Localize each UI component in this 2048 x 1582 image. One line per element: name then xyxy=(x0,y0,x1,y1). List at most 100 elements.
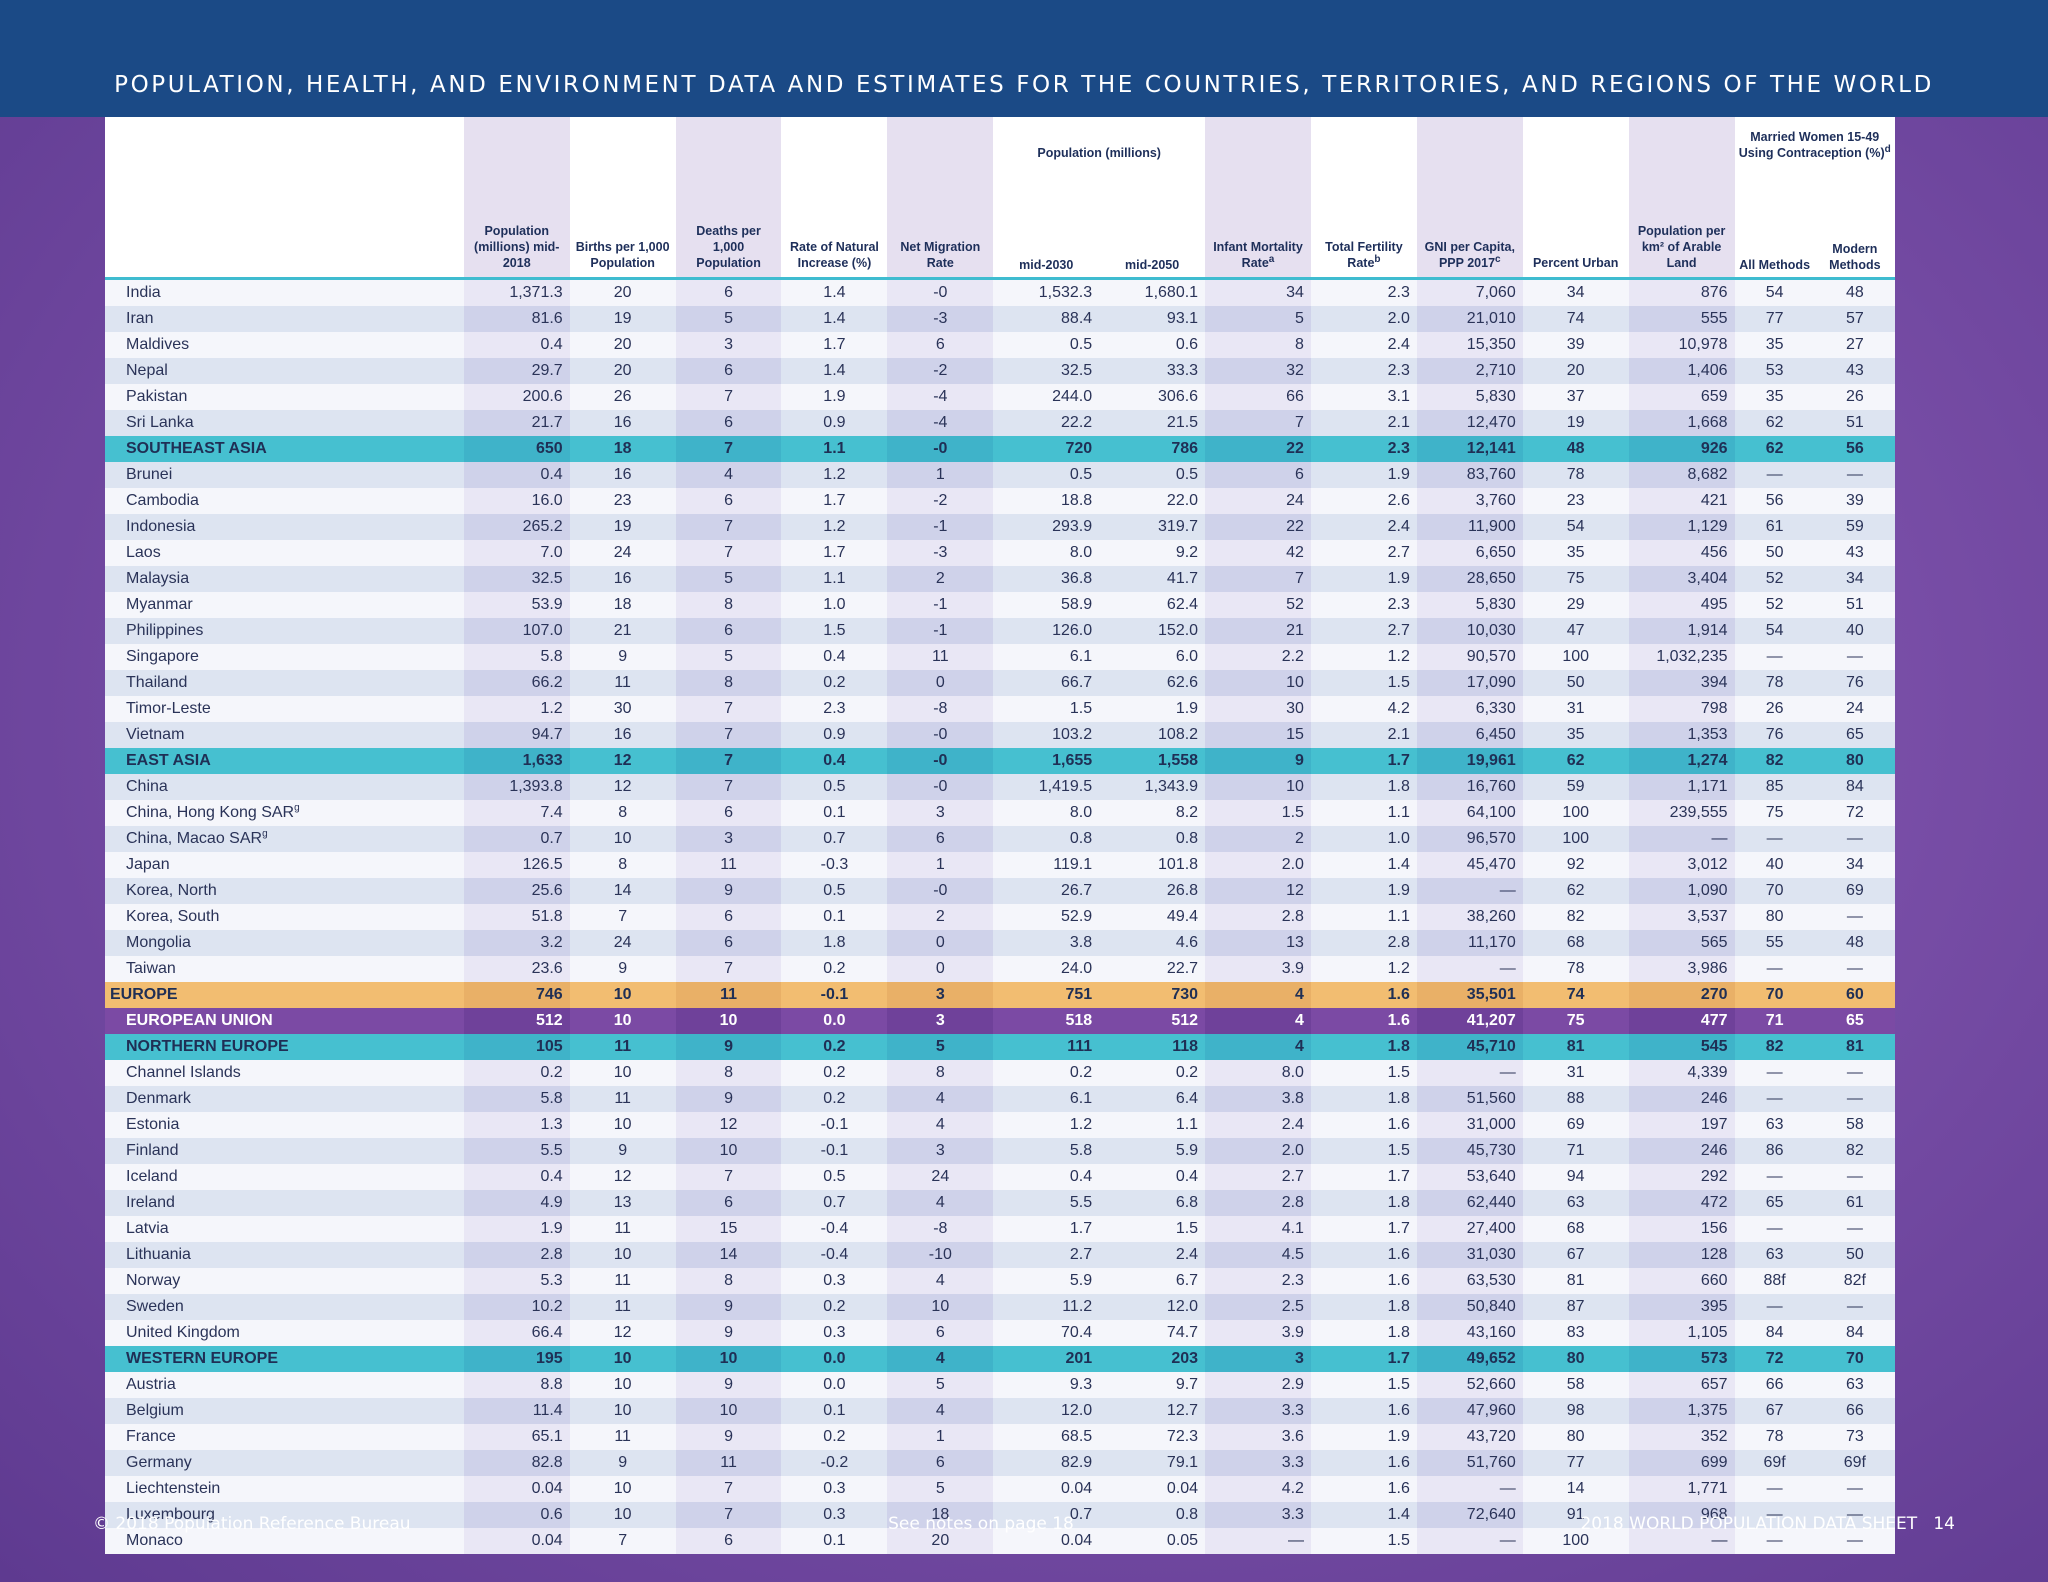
table-cell: 20 xyxy=(887,1528,994,1554)
table-cell: 10 xyxy=(675,1346,782,1372)
table-cell: 8.0 xyxy=(993,540,1100,566)
table-cell: 1.2 xyxy=(781,514,888,540)
table-cell: 1.8 xyxy=(1310,1086,1417,1112)
table-cell: 9 xyxy=(675,1320,782,1346)
table-cell: 0.4 xyxy=(781,748,888,774)
table-cell: 10 xyxy=(569,1008,676,1034)
table-cell: 78 xyxy=(1522,956,1629,982)
table-cell: -1 xyxy=(887,618,994,644)
table-cell: 32.5 xyxy=(993,358,1100,384)
table-cell: 1.9 xyxy=(1310,1424,1417,1450)
table-cell: 659 xyxy=(1628,384,1735,410)
table-cell: 0.6 xyxy=(1099,332,1206,358)
table-cell: — xyxy=(1734,644,1815,670)
table-cell: -8 xyxy=(887,1216,994,1242)
row-name-text: Korea, South xyxy=(126,908,220,925)
table-cell: 2.4 xyxy=(1099,1242,1206,1268)
table-cell: 4 xyxy=(1205,1008,1311,1034)
table-cell: 9.2 xyxy=(1099,540,1206,566)
table-cell: 3.2 xyxy=(463,930,570,956)
row-name-text: Cambodia xyxy=(126,492,199,509)
table-cell: 2.5 xyxy=(1205,1294,1311,1320)
table-cell: 30 xyxy=(1205,696,1311,722)
table-row: Finland 5.5 9 10 -0.1 3 5.8 5.9 2.0 1.5 45,730 71 24… xyxy=(105,1138,1895,1164)
table-cell: 66.4 xyxy=(463,1320,570,1346)
row-name: Timor-Leste xyxy=(105,696,464,722)
table-cell: 7 xyxy=(675,956,782,982)
row-name-text: Iceland xyxy=(126,1168,178,1185)
table-cell: 12,141 xyxy=(1416,436,1523,462)
table-cell: 1.5 xyxy=(1205,800,1311,826)
table-cell: 660 xyxy=(1628,1268,1735,1294)
table-cell: 495 xyxy=(1628,592,1735,618)
table-cell: 3.8 xyxy=(1205,1086,1311,1112)
table-cell: 50 xyxy=(1734,540,1815,566)
row-name-text: Laos xyxy=(126,544,161,561)
table-cell: 83,760 xyxy=(1416,462,1523,488)
table-cell: 5.5 xyxy=(463,1138,570,1164)
table-cell: 11 xyxy=(675,982,782,1008)
table-cell: 118 xyxy=(1099,1034,1206,1060)
table-cell: 69 xyxy=(1522,1112,1629,1138)
row-name: Japan xyxy=(105,852,464,878)
table-cell: 7.4 xyxy=(463,800,570,826)
table-cell: 10 xyxy=(569,1346,676,1372)
header-imr: Infant Mortality Ratea xyxy=(1205,117,1311,280)
table-cell: — xyxy=(1814,1086,1895,1112)
table-cell: 71 xyxy=(1734,1008,1815,1034)
table-cell: 75 xyxy=(1522,566,1629,592)
row-name-note: g xyxy=(262,828,268,840)
table-cell: 9 xyxy=(569,644,676,670)
table-cell: 8 xyxy=(675,1060,782,1086)
table-cell: 11,900 xyxy=(1416,514,1523,540)
table-cell: 16 xyxy=(569,566,676,592)
header-pop-2030: mid-2030 xyxy=(993,241,1100,280)
table-cell: 43,720 xyxy=(1416,1424,1523,1450)
table-cell: 7 xyxy=(675,696,782,722)
table-cell: 70 xyxy=(1734,878,1815,904)
table-cell: 66 xyxy=(1734,1372,1815,1398)
table-cell: 24 xyxy=(1814,696,1895,722)
table-row: Belgium 11.4 10 10 0.1 4 12.0 12.7 3.3 1.6 47,960 9… xyxy=(105,1398,1895,1424)
table-cell: -0.1 xyxy=(781,982,888,1008)
table-cell: -3 xyxy=(887,540,994,566)
table-cell: 1.6 xyxy=(1310,1242,1417,1268)
table-cell: 6.0 xyxy=(1099,644,1206,670)
table-cell: 0.4 xyxy=(1099,1164,1206,1190)
table-cell: 4 xyxy=(887,1398,994,1424)
title-banner: POPULATION, HEALTH, AND ENVIRONMENT DATA… xyxy=(0,0,2048,117)
table-cell: 1.5 xyxy=(1310,1138,1417,1164)
row-name: EUROPEAN UNION xyxy=(105,1008,464,1034)
table-cell: 306.6 xyxy=(1099,384,1206,410)
row-name-text: Finland xyxy=(126,1142,179,1159)
table-cell: — xyxy=(1814,462,1895,488)
table-cell: 14 xyxy=(1522,1476,1629,1502)
table-cell: 70.4 xyxy=(993,1320,1100,1346)
table-cell: -0 xyxy=(887,436,994,462)
table-cell: 1.6 xyxy=(1310,1008,1417,1034)
table-cell: 9 xyxy=(1205,748,1311,774)
table-body: India 1,371.3 20 6 1.4 -0 1,532.3 1,680.1 34 2.3 7… xyxy=(105,278,1895,1554)
table-cell: 16.0 xyxy=(463,488,570,514)
table-cell: 59 xyxy=(1522,774,1629,800)
table-row: Thailand 66.2 11 8 0.2 0 66.7 62.6 10 1.5 17,090 50… xyxy=(105,670,1895,696)
table-cell: 8 xyxy=(1205,332,1311,358)
row-name-text: China, Macao SAR xyxy=(126,830,263,847)
table-cell: -0 xyxy=(887,774,994,800)
table-cell: 10 xyxy=(569,1372,676,1398)
table-cell: 84 xyxy=(1734,1320,1815,1346)
table-cell: 78 xyxy=(1734,670,1815,696)
table-cell: 31,000 xyxy=(1416,1112,1523,1138)
table-cell: 100 xyxy=(1522,800,1629,826)
table-cell: 2,710 xyxy=(1416,358,1523,384)
table-cell: 0.0 xyxy=(781,1008,888,1034)
table-cell: 2 xyxy=(887,904,994,930)
table-cell: 1.4 xyxy=(781,278,888,306)
table-cell: 10 xyxy=(569,1502,676,1528)
table-cell: — xyxy=(1734,1216,1815,1242)
table-cell: 2.7 xyxy=(1310,618,1417,644)
table-cell: 47,960 xyxy=(1416,1398,1523,1424)
table-cell: 4,339 xyxy=(1628,1060,1735,1086)
table-cell: 84 xyxy=(1814,1320,1895,1346)
row-name-text: Brunei xyxy=(126,466,173,483)
